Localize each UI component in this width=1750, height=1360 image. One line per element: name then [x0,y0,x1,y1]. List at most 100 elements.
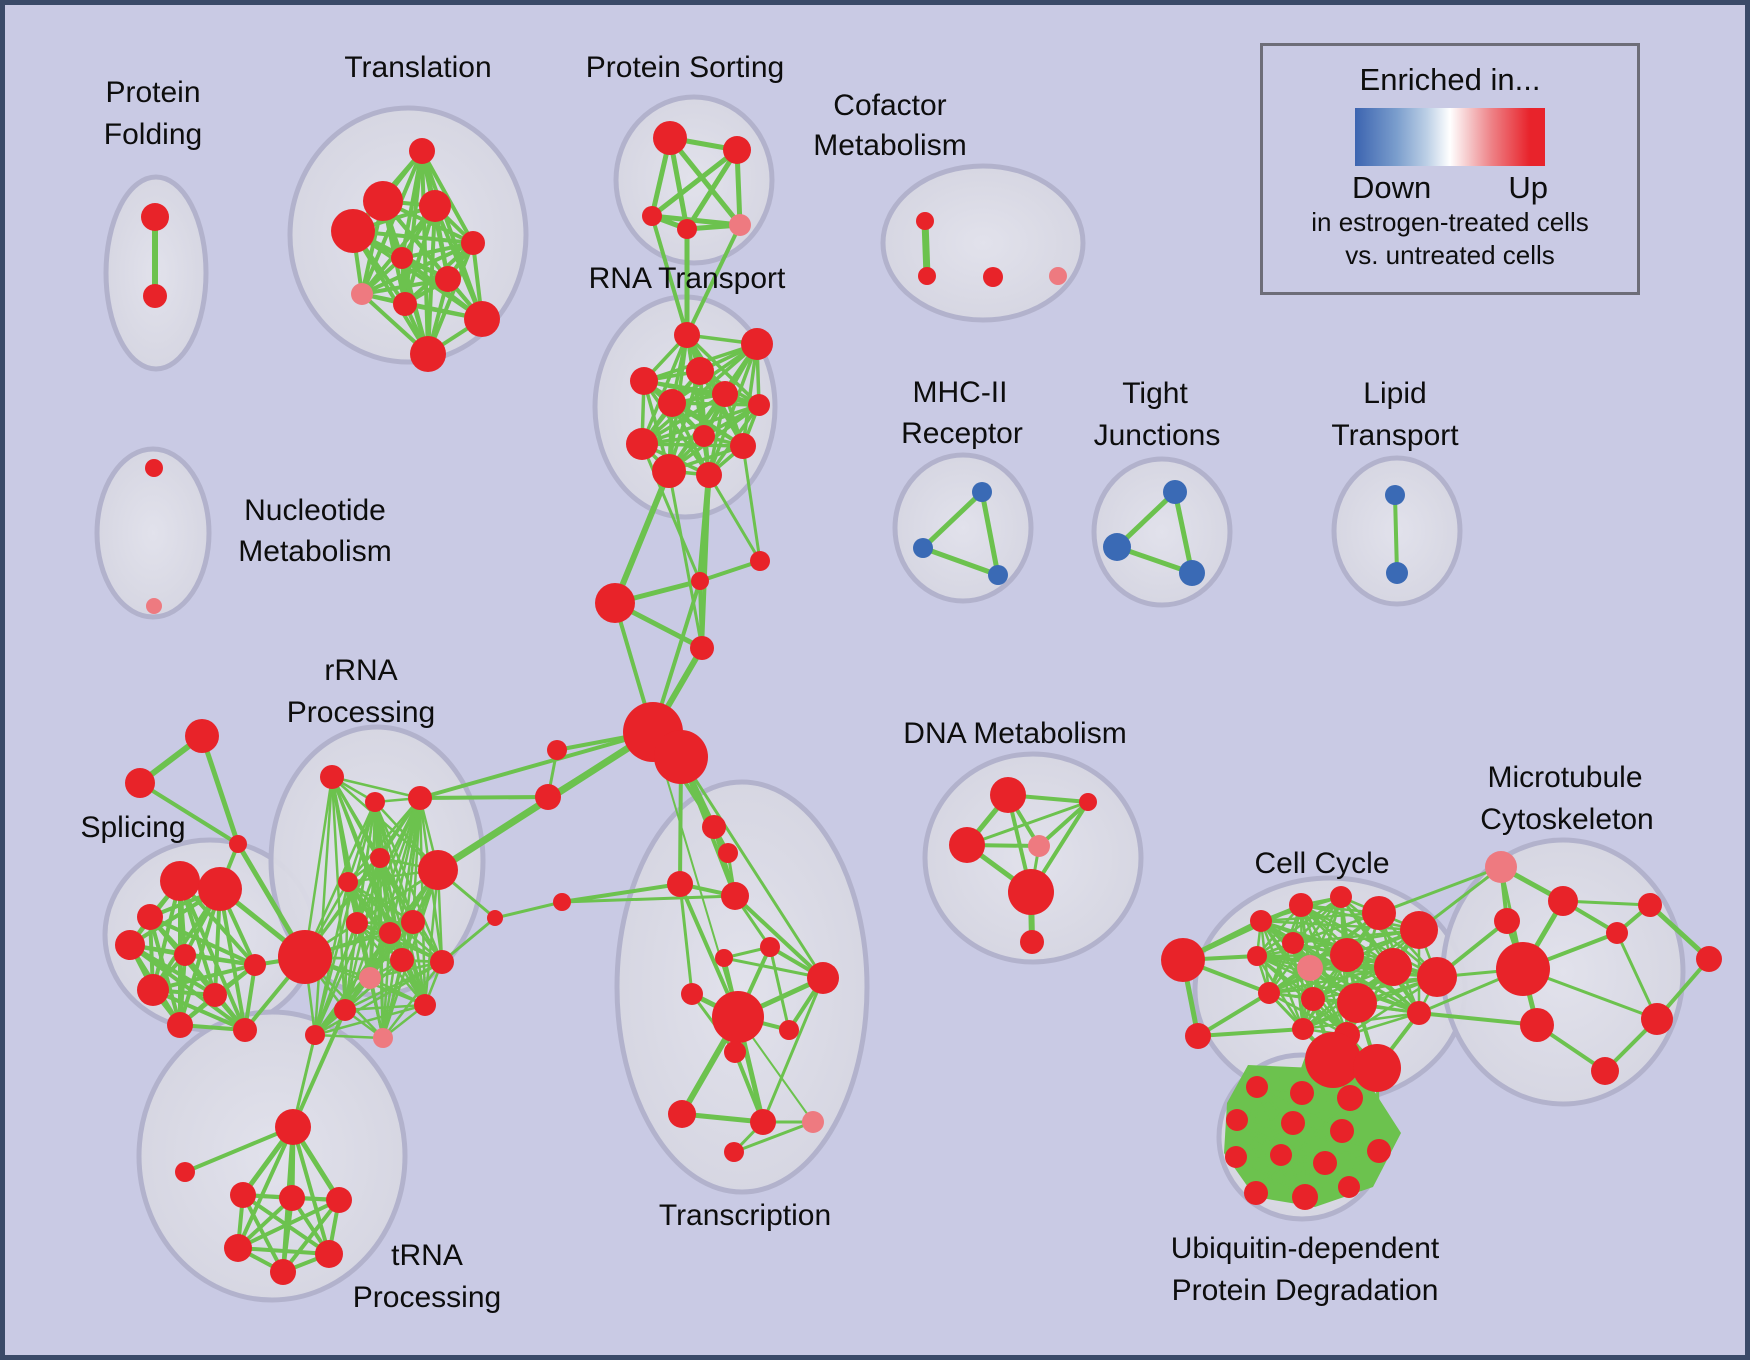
gene-set-node[interactable] [229,835,247,853]
gene-set-node[interactable] [1161,938,1205,982]
gene-set-node[interactable] [674,322,700,348]
gene-set-node[interactable] [748,394,770,416]
gene-set-node[interactable] [1244,1181,1268,1205]
gene-set-node[interactable] [712,991,764,1043]
gene-set-node[interactable] [1301,987,1325,1011]
gene-set-node[interactable] [1496,942,1550,996]
gene-set-node[interactable] [143,284,167,308]
gene-set-node[interactable] [741,328,773,360]
gene-set-node[interactable] [1020,930,1044,954]
gene-set-node[interactable] [244,954,266,976]
gene-set-node[interactable] [1494,908,1520,934]
gene-set-node[interactable] [1250,910,1272,932]
gene-set-node[interactable] [379,922,401,944]
gene-set-node[interactable] [1258,982,1280,1004]
gene-set-node[interactable] [464,301,500,337]
gene-set-node[interactable] [750,1109,776,1135]
gene-set-node[interactable] [1374,948,1412,986]
gene-set-node[interactable] [1179,560,1205,586]
gene-set-node[interactable] [414,994,436,1016]
gene-set-node[interactable] [1400,911,1438,949]
gene-set-node[interactable] [729,214,751,236]
gene-set-node[interactable] [278,930,332,984]
gene-set-node[interactable] [370,848,390,868]
gene-set-node[interactable] [391,247,413,269]
gene-set-node[interactable] [750,551,770,571]
gene-set-node[interactable] [1049,267,1067,285]
gene-set-node[interactable] [1103,533,1131,561]
gene-set-node[interactable] [1225,1146,1247,1168]
gene-set-node[interactable] [779,1020,799,1040]
gene-set-node[interactable] [461,231,485,255]
gene-set-node[interactable] [1330,886,1352,908]
gene-set-node[interactable] [724,1041,746,1063]
gene-set-node[interactable] [677,219,697,239]
gene-set-node[interactable] [1247,946,1267,966]
gene-set-node[interactable] [203,983,227,1007]
gene-set-node[interactable] [681,983,703,1005]
gene-set-node[interactable] [1638,893,1662,917]
gene-set-node[interactable] [686,357,714,385]
gene-set-node[interactable] [1330,1119,1354,1143]
gene-set-node[interactable] [535,784,561,810]
gene-set-node[interactable] [198,867,242,911]
gene-set-node[interactable] [1313,1151,1337,1175]
gene-set-node[interactable] [712,381,738,407]
gene-set-node[interactable] [145,459,163,477]
gene-set-node[interactable] [1185,1023,1211,1049]
gene-set-node[interactable] [1079,793,1097,811]
gene-set-node[interactable] [1337,983,1377,1023]
gene-set-node[interactable] [167,1012,193,1038]
gene-set-node[interactable] [326,1187,352,1213]
gene-set-node[interactable] [185,719,219,753]
gene-set-node[interactable] [401,910,425,934]
gene-set-node[interactable] [1297,955,1323,981]
gene-set-node[interactable] [690,636,714,660]
gene-set-node[interactable] [275,1109,311,1145]
gene-set-node[interactable] [393,292,417,316]
gene-set-node[interactable] [1338,1176,1360,1198]
gene-set-node[interactable] [715,949,733,967]
gene-set-node[interactable] [1485,851,1517,883]
gene-set-node[interactable] [410,336,446,372]
gene-set-node[interactable] [1270,1144,1292,1166]
gene-set-node[interactable] [305,1025,325,1045]
gene-set-node[interactable] [1548,886,1578,916]
gene-set-node[interactable] [626,428,658,460]
gene-set-node[interactable] [137,904,163,930]
gene-set-node[interactable] [1353,1044,1401,1092]
gene-set-node[interactable] [373,1028,393,1048]
gene-set-node[interactable] [487,910,503,926]
gene-set-node[interactable] [408,786,432,810]
gene-set-node[interactable] [1520,1008,1554,1042]
gene-set-node[interactable] [653,121,687,155]
gene-set-node[interactable] [668,1100,696,1128]
gene-set-node[interactable] [346,912,368,934]
gene-set-node[interactable] [918,267,936,285]
gene-set-node[interactable] [390,948,414,972]
gene-set-node[interactable] [146,598,162,614]
gene-set-node[interactable] [652,454,686,488]
gene-set-node[interactable] [1226,1109,1248,1131]
gene-set-node[interactable] [1337,1085,1363,1111]
gene-set-node[interactable] [1606,922,1628,944]
gene-set-node[interactable] [949,827,985,863]
gene-set-node[interactable] [1386,562,1408,584]
gene-set-node[interactable] [1163,480,1187,504]
network-canvas[interactable]: Protein Folding Translation Protein Sorting… [5,5,1750,1360]
gene-set-node[interactable] [351,283,373,305]
gene-set-node[interactable] [1362,896,1396,930]
gene-set-node[interactable] [160,861,200,901]
gene-set-node[interactable] [409,138,435,164]
gene-set-node[interactable] [279,1185,305,1211]
gene-set-node[interactable] [723,136,751,164]
gene-set-node[interactable] [137,974,169,1006]
gene-set-node[interactable] [916,212,934,230]
gene-set-node[interactable] [1282,932,1304,954]
gene-set-node[interactable] [1367,1139,1391,1163]
gene-set-node[interactable] [430,950,454,974]
gene-set-node[interactable] [654,730,708,784]
gene-set-node[interactable] [1289,893,1313,917]
gene-set-node[interactable] [547,740,567,760]
gene-set-node[interactable] [1407,1001,1431,1025]
